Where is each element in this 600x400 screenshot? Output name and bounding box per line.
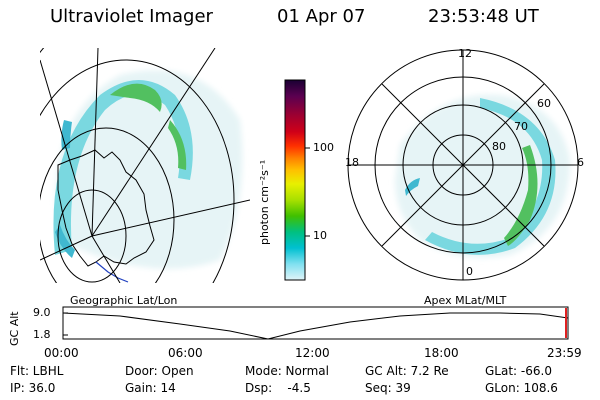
ip-status: IP: 36.0 xyxy=(10,381,56,395)
x-tick-label-0000: 00:00 xyxy=(44,346,79,360)
x-tick-label-0600: 06:00 xyxy=(168,346,203,360)
altitude-curve xyxy=(62,312,569,340)
coastline-segment-blue xyxy=(95,261,129,283)
dsp-status: Dsp: -4.5 xyxy=(245,381,311,395)
x-tick-label-1200: 12:00 xyxy=(295,346,330,360)
lat-label-60: 60 xyxy=(537,97,551,110)
gc-alt-axis-title: GC Alt xyxy=(8,311,21,346)
geographic-image-panel xyxy=(40,48,250,283)
auroral-arc-bright-1 xyxy=(110,83,162,112)
colorbar-gradient xyxy=(285,80,305,280)
door-status: Door: Open xyxy=(125,364,194,378)
colorbar-tick-label-10: 10 xyxy=(313,229,327,242)
colorbar-tick-label-100: 100 xyxy=(313,141,334,154)
geographic-label: Geographic Lat/Lon xyxy=(70,294,178,307)
gain-status: Gain: 14 xyxy=(125,381,176,395)
polar-grid xyxy=(347,49,579,281)
auroral-arc-bright-2 xyxy=(168,120,187,170)
mlt-label-12: 12 xyxy=(458,47,472,60)
glon-status: GLon: 108.6 xyxy=(485,381,558,395)
polar-arc-bright xyxy=(504,145,538,246)
polar-auroral-oval xyxy=(425,98,556,255)
auroral-oval-cyan xyxy=(53,80,193,255)
auroral-arc-cyan-4 xyxy=(55,225,75,258)
apex-label: Apex MLat/MLT xyxy=(424,294,507,307)
lat-label-80: 80 xyxy=(492,140,506,153)
mode-status: Mode: Normal xyxy=(245,364,329,378)
polar-image-panel xyxy=(347,49,579,281)
colorbar-unit-label: photon cm⁻²s⁻¹ xyxy=(258,159,271,245)
instrument-title: Ultraviolet Imager xyxy=(50,6,213,27)
time-label: 23:53:48 UT xyxy=(428,6,539,27)
geo-grid xyxy=(40,48,250,283)
lat-label-70: 70 xyxy=(514,120,528,133)
gc-alt-status: GC Alt: 7.2 Re xyxy=(365,364,449,378)
mlt-label-6: 6 xyxy=(577,156,584,169)
mlt-label-0: 0 xyxy=(466,265,473,278)
x-tick-label-1800: 18:00 xyxy=(424,346,459,360)
antarctica-coastline xyxy=(57,149,155,267)
date-label: 01 Apr 07 xyxy=(277,6,366,27)
glat-status: GLat: -66.0 xyxy=(485,364,552,378)
gc-alt-timeline xyxy=(62,306,569,340)
filter-status: Flt: LBHL xyxy=(10,364,64,378)
seq-status: Seq: 39 xyxy=(365,381,411,395)
colorbar-frame xyxy=(284,79,306,281)
mlt-label-18: 18 xyxy=(345,156,359,169)
timeline-frame xyxy=(62,306,569,340)
y-tick-label-1-8: 1.8 xyxy=(33,328,51,341)
x-tick-label-2359: 23:59 xyxy=(547,346,582,360)
y-tick-label-9: 9.0 xyxy=(33,306,51,319)
